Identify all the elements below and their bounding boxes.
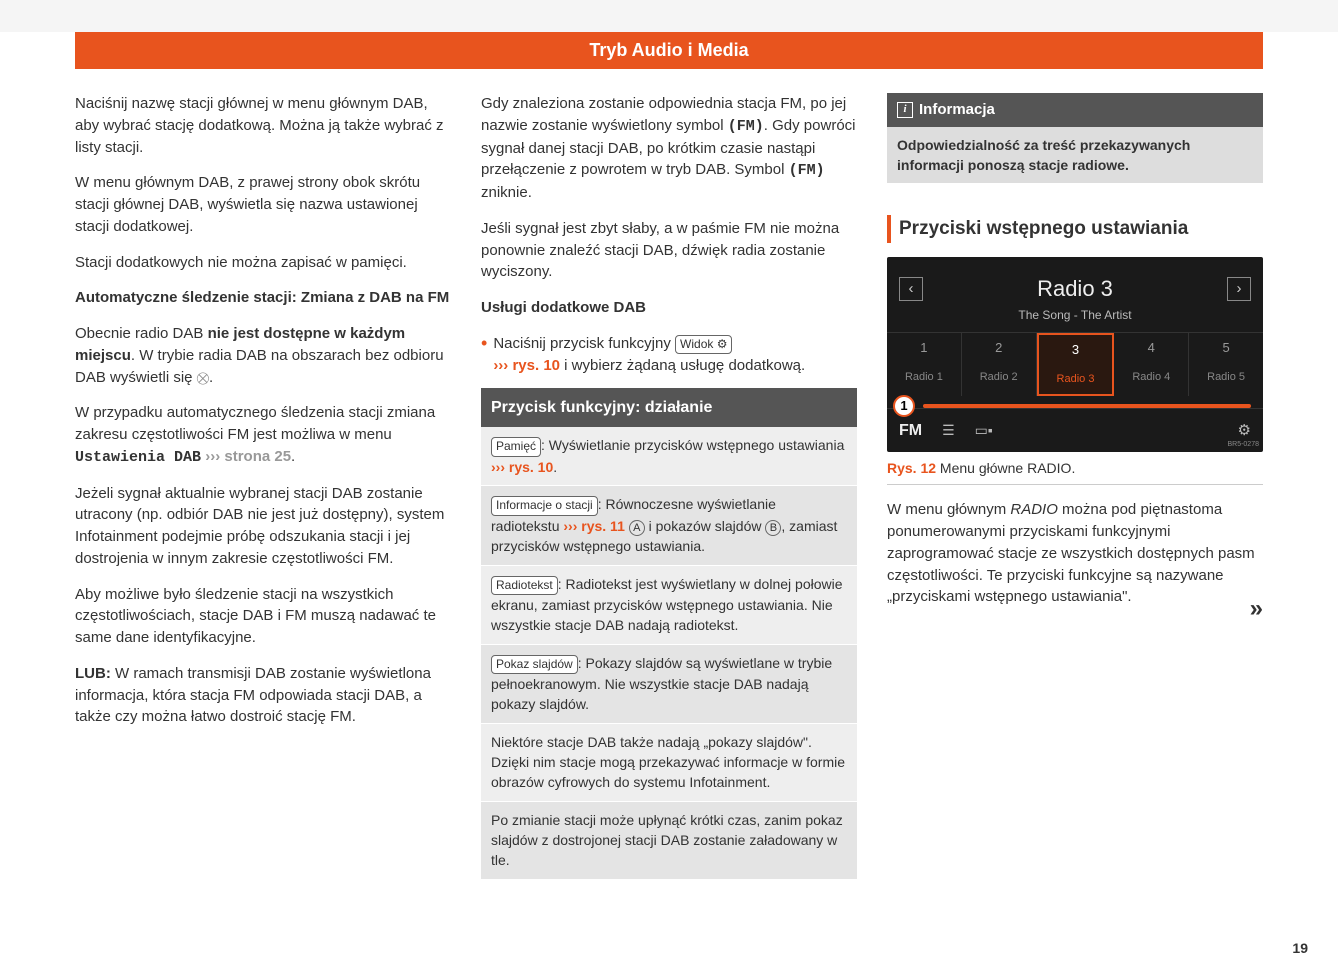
- preset-number: 1: [887, 339, 961, 358]
- callout-marker: 1: [893, 395, 915, 417]
- manual-page: Tryb Audio i Media Naciśnij nazwę stacji…: [0, 32, 1338, 976]
- subheading: Automatyczne śledzenie stacji: Zmiana z …: [75, 287, 451, 309]
- column-3: i Informacja Odpowiedzialność za treść p…: [887, 93, 1263, 880]
- content-columns: Naciśnij nazwę stacji głównej w menu głó…: [0, 69, 1338, 880]
- table-row: Radiotekst: Radiotekst jest wyświetlany …: [481, 566, 857, 645]
- text: W ramach transmisji DAB zostanie wyświet…: [75, 665, 431, 726]
- paragraph: W przypadku automatycznego śledzenia sta…: [75, 402, 451, 468]
- button-label: Pamięć: [491, 437, 541, 456]
- function-table-header: Przycisk funkcyjny: działanie: [481, 388, 857, 427]
- figure-ref: ››› rys. 10: [491, 459, 553, 475]
- station-title: Radio 3: [897, 273, 1253, 305]
- continue-icon: »: [1250, 592, 1263, 627]
- text-bold: LUB:: [75, 665, 111, 682]
- table-row: Pokaz slajdów: Pokazy slajdów są wyświet…: [481, 645, 857, 724]
- prev-arrow-icon: ‹: [899, 277, 923, 301]
- symbol: (FM): [789, 162, 825, 179]
- text: Po zmianie stacji może upłynąć krótki cz…: [491, 812, 843, 869]
- preset-number: 2: [962, 339, 1036, 358]
- text: W przypadku automatycznego śledzenia sta…: [75, 404, 435, 443]
- text: : Wyświetlanie przycisków wstępnego usta…: [541, 437, 844, 453]
- figure-ref: ››› rys. 10: [493, 357, 560, 374]
- bullet-item: • Naciśnij przycisk funkcyjny Widok ⚙ ››…: [481, 333, 857, 377]
- text: i pokazów slajdów: [645, 518, 766, 534]
- table-row: Niektóre stacje DAB także nadają „pokazy…: [481, 724, 857, 802]
- paragraph: Jeżeli sygnał aktualnie wybranej stacji …: [75, 483, 451, 570]
- text: Naciśnij przycisk funkcyjny: [493, 335, 675, 352]
- battery-icon: ▭▪: [975, 420, 993, 440]
- column-2: Gdy znaleziona zostanie odpowiednia stac…: [481, 93, 857, 880]
- station-subtitle: The Song - The Artist: [897, 307, 1253, 324]
- caption-text: Menu główne RADIO.: [936, 460, 1075, 476]
- radio-screenshot: ‹ › Radio 3 The Song - The Artist 1Radio…: [887, 257, 1263, 452]
- preset-number: 4: [1114, 339, 1188, 358]
- preset-label: Radio 4: [1114, 370, 1188, 386]
- info-icon: i: [897, 102, 913, 118]
- figure-ref: ››› rys. 11: [563, 518, 624, 534]
- preset-row: 1 Radio 1 2 Radio 2 3 Radio 3 4 Radio 4 5 Rad…: [887, 333, 1263, 396]
- circle-marker: B: [765, 520, 781, 536]
- preset-button: 1 Radio 1: [887, 333, 962, 396]
- preset-label: Radio 5: [1189, 370, 1263, 386]
- preset-button: 5 Radio 5: [1189, 333, 1263, 396]
- text: i wybierz żądaną usługę dodatkową.: [560, 357, 805, 374]
- page-number: 19: [1292, 940, 1308, 956]
- section-title: Przyciski wstępnego ustawiania: [887, 215, 1263, 243]
- paragraph: W menu głównym RADIO można pod piętnasto…: [887, 499, 1263, 608]
- button-label: Informacje o stacji: [491, 496, 598, 515]
- function-table: Pamięć: Wyświetlanie przycisków wstępneg…: [481, 427, 857, 879]
- button-label: Radiotekst: [491, 576, 558, 595]
- radio-slider: 1: [923, 404, 1251, 408]
- table-row: Pamięć: Wyświetlanie przycisków wstępneg…: [481, 427, 857, 486]
- gear-icon: ⚙: [1238, 420, 1251, 442]
- preset-label: Radio 3: [1039, 372, 1113, 388]
- table-row: Po zmianie stacji może upłynąć krótki cz…: [481, 802, 857, 880]
- button-label: Widok ⚙: [675, 335, 732, 354]
- paragraph: Aby możliwe było śledzenie stacji na wsz…: [75, 584, 451, 649]
- button-label: Pokaz slajdów: [491, 655, 578, 674]
- section-header: Tryb Audio i Media: [75, 32, 1263, 69]
- preset-button-active: 3 Radio 3: [1037, 333, 1115, 396]
- radio-bottom-bar: FM ☰ ▭▪ ⚙: [887, 408, 1263, 452]
- radio-header: ‹ › Radio 3 The Song - The Artist: [887, 257, 1263, 333]
- bullet-icon: •: [481, 333, 487, 355]
- info-box-header: i Informacja: [887, 93, 1263, 127]
- preset-label: Radio 2: [962, 370, 1036, 386]
- preset-button: 2 Radio 2: [962, 333, 1037, 396]
- band-label: FM: [899, 419, 922, 442]
- info-box-body: Odpowiedzialność za treść przekazywanych…: [887, 127, 1263, 184]
- preset-number: 5: [1189, 339, 1263, 358]
- info-title: Informacja: [919, 99, 995, 121]
- column-1: Naciśnij nazwę stacji głównej w menu głó…: [75, 93, 451, 880]
- paragraph: W menu głównym DAB, z prawej strony obok…: [75, 172, 451, 237]
- list-icon: ☰: [942, 420, 955, 440]
- text: Obecnie radio DAB: [75, 325, 208, 342]
- menu-name: Ustawienia DAB: [75, 449, 201, 466]
- no-signal-icon: ⛒: [197, 371, 209, 385]
- text: . W trybie radia DAB na obszarach bez od…: [75, 347, 444, 386]
- paragraph: Naciśnij nazwę stacji głównej w menu głó…: [75, 93, 451, 158]
- paragraph: Gdy znaleziona zostanie odpowiednia stac…: [481, 93, 857, 204]
- text-italic: RADIO: [1010, 501, 1058, 518]
- symbol: (FM): [728, 118, 764, 135]
- preset-label: Radio 1: [887, 370, 961, 386]
- text: .: [553, 459, 557, 475]
- paragraph: LUB: W ramach transmisji DAB zostanie wy…: [75, 663, 451, 728]
- paragraph: Jeśli sygnał jest zbyt słaby, a w paśmie…: [481, 218, 857, 283]
- text: Niektóre stacje DAB także nadają „pokazy…: [491, 734, 845, 791]
- table-row: Informacje o stacji: Równoczesne wyświet…: [481, 486, 857, 566]
- figure-number: Rys. 12: [887, 460, 936, 476]
- image-code: BR5-0278: [1227, 440, 1259, 450]
- preset-number: 3: [1039, 341, 1113, 360]
- subheading: Usługi dodatkowe DAB: [481, 297, 857, 319]
- text: W menu głównym: [887, 501, 1010, 518]
- next-arrow-icon: ›: [1227, 277, 1251, 301]
- circle-marker: A: [629, 520, 645, 536]
- page-ref: ››› strona 25: [201, 448, 291, 465]
- figure-caption: Rys. 12 Menu główne RADIO.: [887, 458, 1263, 485]
- text: zniknie.: [481, 184, 532, 201]
- preset-button: 4 Radio 4: [1114, 333, 1189, 396]
- paragraph: Stacji dodatkowych nie można zapisać w p…: [75, 252, 451, 274]
- paragraph: Obecnie radio DAB nie jest dostępne w ka…: [75, 323, 451, 388]
